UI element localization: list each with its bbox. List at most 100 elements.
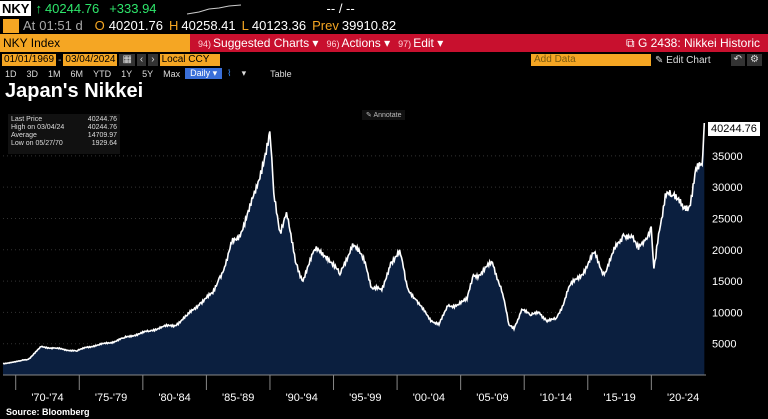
chart-title: Japan's Nikkei	[5, 80, 144, 102]
low-label: L	[241, 18, 249, 33]
legend-label: Low on 05/27/70	[11, 140, 63, 147]
menu-actions[interactable]: 96) Actions ▾	[326, 36, 391, 50]
legend-row: High on 03/04/24 40244.76	[11, 124, 117, 132]
legend-value: 40244.76	[87, 124, 117, 131]
menu-suggested-charts[interactable]: 94) Suggested Charts ▾	[198, 36, 319, 50]
y-tick-label: 10000	[712, 307, 743, 319]
date-separator: -	[58, 54, 62, 66]
chart-title-label: G 2438: Nikkei Historic	[637, 35, 760, 50]
security-field[interactable]: NKY Index	[0, 34, 190, 52]
period-6m[interactable]: 6M	[70, 68, 84, 79]
legend: Last Price 40244.76 High on 03/04/24 40244…	[8, 114, 120, 154]
legend-label: Last Price	[11, 116, 43, 123]
bid-ask: -- / --	[326, 1, 355, 16]
date-range-bar: 01/01/1969 - 03/04/2024 ▦ ‹ › Local CCY …	[0, 53, 768, 67]
quote-bar: NKY ↑ 40244.76 +333.94 -- / --	[0, 0, 768, 17]
at-label: At	[23, 18, 36, 33]
x-tick-label: '75-'79	[95, 392, 127, 404]
period-3d[interactable]: 3D	[26, 68, 39, 79]
menu-label: Actions	[341, 36, 381, 50]
frequency-label: Daily	[190, 68, 211, 78]
legend-row: Last Price 40244.76	[11, 116, 117, 124]
menu-edit[interactable]: 97) Edit ▾	[398, 36, 444, 50]
menu-number: 94)	[198, 39, 212, 49]
last-value-tag: 40244.76	[708, 122, 760, 136]
net-change: +333.94	[109, 1, 157, 16]
ohlc-bar: At 01:51 d O 40201.76 H 40258.41 L 40123…	[0, 17, 768, 34]
x-tick-label: '15-'19	[603, 392, 635, 404]
add-data-input[interactable]: Add Data	[531, 54, 651, 66]
y-tick-label: 20000	[712, 245, 743, 257]
edit-chart-label: Edit Chart	[666, 54, 711, 66]
series-area	[3, 123, 705, 375]
end-date-input[interactable]: 03/04/2024	[63, 54, 118, 66]
y-tick-label: 25000	[712, 213, 743, 225]
legend-value: 40244.76	[87, 116, 117, 123]
period-1y[interactable]: 1Y	[121, 68, 133, 79]
x-tick-label: '85-'89	[222, 392, 254, 404]
x-tick-label: '70-'74	[31, 392, 63, 404]
clock-icon	[3, 18, 19, 33]
last-price: 40244.76	[44, 1, 100, 16]
open-label: O	[94, 18, 105, 33]
x-tick-label: '05-'09	[476, 392, 508, 404]
annotate-button[interactable]: ✎ Annotate	[362, 110, 406, 120]
prev-label: Prev	[312, 18, 339, 33]
pencil-icon: ✎	[366, 112, 372, 119]
period-1m[interactable]: 1M	[48, 68, 61, 79]
period-bar: 1D 3D 1M 6M YTD 1Y 5Y Max Daily ▾ ⌇ ▾ Ta…	[0, 67, 768, 80]
up-arrow-icon: ↑	[35, 1, 42, 16]
series-line	[2, 122, 706, 365]
y-tick-label: 5000	[712, 339, 736, 351]
x-tick-label: '10-'14	[540, 392, 572, 404]
y-tick-label: 35000	[712, 151, 743, 163]
edit-chart-button[interactable]: ✎ Edit Chart	[655, 55, 711, 66]
table-button[interactable]: Table	[270, 68, 292, 79]
ticker-symbol[interactable]: NKY	[0, 1, 32, 16]
annotate-label: Annotate	[373, 112, 402, 119]
currency-select[interactable]: Local CCY	[159, 54, 220, 66]
legend-label: High on 03/04/24	[11, 124, 65, 131]
menu-bar: NKY Index 94) Suggested Charts ▾ 96) Actio…	[0, 34, 768, 52]
high-value: 40258.41	[181, 18, 236, 33]
x-tick-label: '95-'99	[349, 392, 381, 404]
x-tick-label: '00-'04	[413, 392, 445, 404]
y-tick-label: 30000	[712, 182, 743, 194]
low-value: 40123.36	[251, 18, 307, 33]
external-link-icon: ⧉	[626, 35, 635, 50]
period-5y[interactable]: 5Y	[142, 68, 154, 79]
menu-label: Edit	[413, 36, 434, 50]
y-tick-label: 15000	[712, 276, 743, 288]
undo-icon[interactable]: ↶	[730, 54, 746, 66]
x-tick-label: '90-'94	[286, 392, 318, 404]
open-value: 40201.76	[108, 18, 164, 33]
edit-icon: ✎	[655, 54, 664, 66]
legend-value: 14709.97	[87, 132, 117, 139]
prev-value: 39910.82	[341, 18, 397, 33]
calendar-icon[interactable]: ▦	[119, 54, 135, 66]
x-tick-label: '20-'24	[667, 392, 699, 404]
menu-label: Suggested Charts	[213, 36, 310, 50]
start-date-input[interactable]: 01/01/1969	[2, 54, 57, 66]
period-max[interactable]: Max	[163, 68, 181, 79]
period-1d[interactable]: 1D	[5, 68, 17, 79]
frequency-select[interactable]: Daily ▾	[185, 68, 223, 79]
x-tick-label: '80-'84	[158, 392, 190, 404]
line-chart-icon[interactable]: ⌇	[227, 68, 232, 78]
legend-row: Low on 05/27/70 1929.64	[11, 140, 117, 148]
source-note: Source: Bloomberg	[6, 407, 90, 417]
menu-number: 96)	[326, 39, 340, 49]
high-label: H	[169, 18, 179, 33]
sparkline-icon	[186, 4, 241, 14]
chart-title-link[interactable]: ⧉ G 2438: Nikkei Historic	[626, 36, 760, 51]
period-ytd[interactable]: YTD	[93, 68, 112, 79]
quote-time: 01:51 d	[39, 18, 83, 33]
next-arrow-icon[interactable]: ›	[148, 54, 158, 66]
legend-value: 1929.64	[91, 140, 117, 147]
legend-label: Average	[11, 132, 37, 139]
menu-number: 97)	[398, 39, 412, 49]
chart-type-icon[interactable]: ▾	[241, 68, 247, 78]
prev-arrow-icon[interactable]: ‹	[136, 54, 147, 66]
settings-icon[interactable]: ⚙	[747, 54, 762, 66]
